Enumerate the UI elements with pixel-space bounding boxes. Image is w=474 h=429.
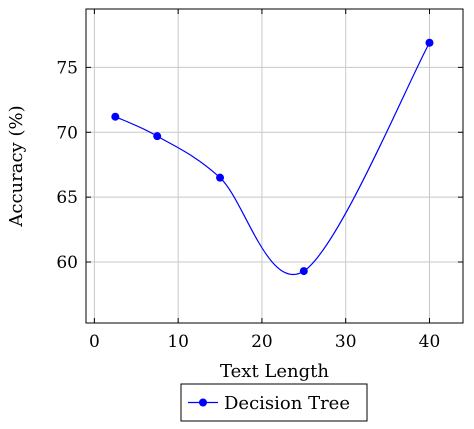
x-tick-label: 10 [167, 332, 189, 352]
y-tick-label: 70 [56, 123, 78, 143]
x-tick-label: 30 [335, 332, 357, 352]
legend: Decision Tree [180, 383, 368, 422]
data-point [111, 112, 120, 121]
grid [86, 9, 463, 323]
y-axis-label: Accuracy (%) [6, 105, 27, 227]
series-layer [111, 38, 434, 276]
ticks: 0 10 20 30 40 60 65 70 75 [56, 9, 463, 352]
x-tick-label: 0 [89, 332, 100, 352]
plot-frame [85, 8, 464, 324]
x-tick-label: 20 [251, 332, 273, 352]
data-point [425, 38, 434, 47]
y-tick-label: 60 [56, 253, 78, 273]
legend-label: Decision Tree [224, 393, 350, 414]
x-tick-label: 40 [419, 332, 441, 352]
data-point [153, 132, 162, 141]
y-tick-label: 75 [56, 58, 78, 78]
data-point [299, 267, 308, 276]
data-point [216, 173, 225, 182]
y-tick-label: 65 [56, 188, 78, 208]
x-axis-label: Text Length [220, 361, 329, 382]
legend-marker [199, 398, 207, 407]
series-line [115, 42, 431, 275]
